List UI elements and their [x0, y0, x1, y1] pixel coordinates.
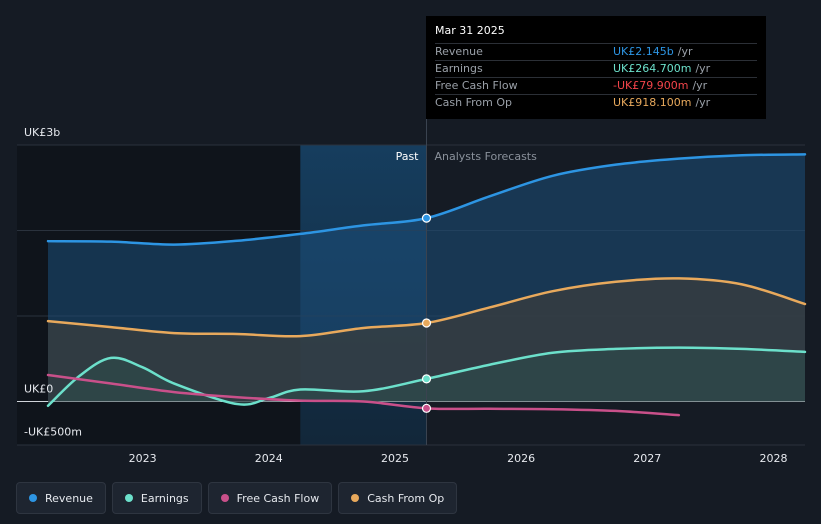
legend-dot-icon — [29, 494, 37, 502]
tooltip-row-earnings: Earnings UK£264.700m /yr — [435, 60, 757, 77]
x-tick-label: 2028 — [759, 452, 787, 465]
x-tick-label: 2023 — [129, 452, 157, 465]
x-axis-labels: 2023 2024 2025 2026 2027 2028 — [129, 452, 788, 465]
tooltip-label: Cash From Op — [435, 96, 513, 109]
tooltip-label: Revenue — [435, 45, 483, 58]
y-tick-label: -UK£500m — [24, 425, 82, 438]
legend-item-free-cash-flow[interactable]: Free Cash Flow — [207, 482, 333, 514]
legend-label: Cash From Op — [367, 491, 445, 505]
earnings-marker — [421, 374, 432, 384]
free-cash-flow-marker — [421, 403, 432, 413]
tooltip-value: UK£918.100m — [613, 96, 692, 109]
x-tick-label: 2026 — [507, 452, 535, 465]
tooltip-unit: /yr — [695, 96, 711, 109]
tooltip-unit: /yr — [695, 62, 711, 75]
forecast-label: Analysts Forecasts — [435, 150, 538, 163]
cash-from-op-marker — [421, 318, 432, 328]
tooltip-unit: /yr — [677, 45, 693, 58]
y-axis-labels: UK£3b UK£0 -UK£500m — [24, 126, 82, 438]
x-tick-label: 2027 — [633, 452, 661, 465]
x-tick-label: 2025 — [381, 452, 409, 465]
tooltip-date: Mar 31 2025 — [435, 24, 505, 37]
tooltip-value: UK£264.700m — [613, 62, 692, 75]
earnings-area — [48, 347, 805, 406]
series-markers — [421, 213, 432, 413]
tooltip-unit: /yr — [692, 79, 708, 92]
legend-dot-icon — [124, 494, 133, 502]
earnings-line — [46, 346, 807, 408]
legend: Revenue Earnings Free Cash Flow Cash Fro… — [16, 482, 458, 514]
legend-label: Revenue — [45, 491, 93, 505]
legend-item-earnings[interactable]: Earnings — [111, 482, 202, 514]
tooltip-value: UK£2.145b — [613, 45, 674, 58]
legend-item-revenue[interactable]: Revenue — [16, 482, 106, 514]
x-tick-label: 2024 — [255, 452, 283, 465]
past-label: Past — [396, 150, 420, 163]
tooltip-value: -UK£79.900m — [613, 79, 689, 92]
legend-dot-icon — [220, 494, 229, 502]
legend-dot-icon — [351, 494, 360, 502]
tooltip-label: Earnings — [435, 62, 483, 75]
y-tick-label: UK£3b — [24, 126, 60, 139]
tooltip-label: Free Cash Flow — [435, 79, 518, 92]
legend-item-cash-from-op[interactable]: Cash From Op — [338, 482, 458, 514]
tooltip-row-revenue: Revenue UK£2.145b /yr — [435, 43, 757, 60]
legend-label: Earnings — [140, 491, 189, 505]
revenue-marker — [421, 213, 432, 223]
legend-label: Free Cash Flow — [236, 491, 320, 505]
tooltip-row-cash-from-op: Cash From Op UK£918.100m /yr — [435, 94, 757, 111]
y-tick-label: UK£0 — [24, 383, 53, 396]
tooltip-row-free-cash-flow: Free Cash Flow -UK£79.900m /yr — [435, 77, 757, 94]
tooltip: Mar 31 2025 Revenue UK£2.145b /yr Earnin… — [426, 16, 766, 119]
free-cash-flow-line — [46, 373, 681, 417]
